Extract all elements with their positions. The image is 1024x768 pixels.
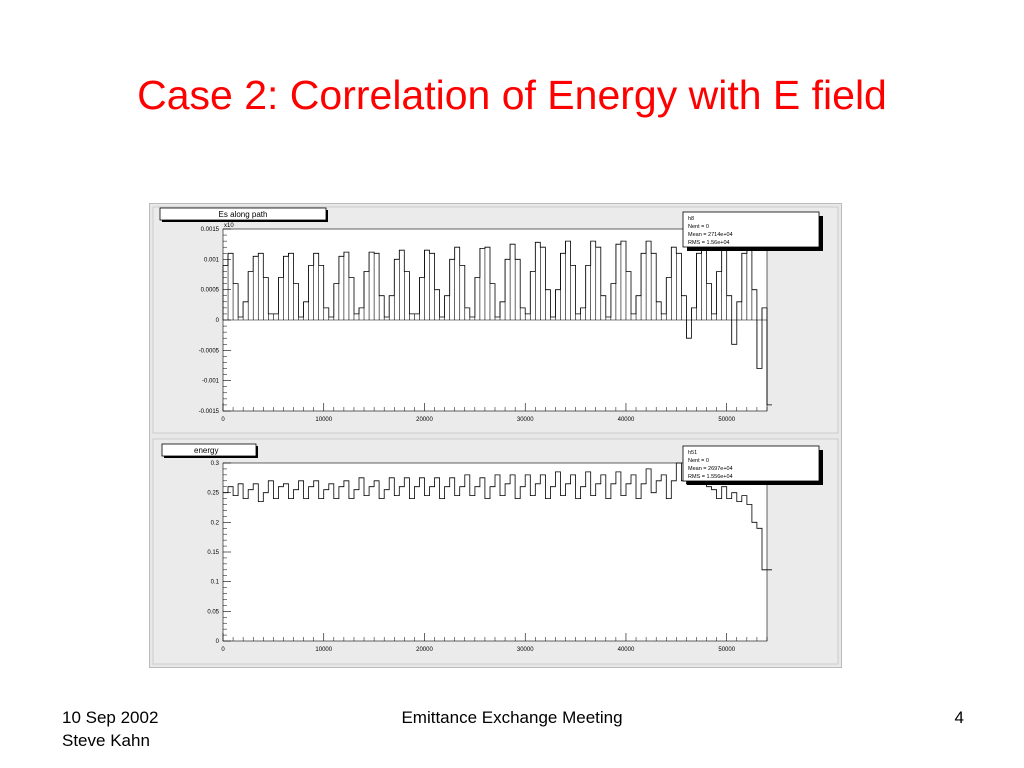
axes: -0.0015 -0.001 -0.0005 0 0.0005 0.001 0.0015 0 1… [199, 227, 768, 423]
series-path [223, 462, 772, 571]
y-tick-label: 0.15 [207, 550, 219, 556]
x-tick-label: 20000 [416, 647, 433, 653]
x-tick-label: 10000 [315, 647, 332, 653]
footer-event: Emittance Exchange Meeting [401, 708, 623, 727]
y-tick-label: -0.0005 [199, 348, 220, 354]
y-tick-label: 0.3 [211, 461, 220, 467]
plot-area [222, 462, 768, 642]
y-tick-label: 0.0005 [201, 288, 220, 294]
x-tick-label: 0 [221, 417, 225, 423]
stats-line-1: h51 [688, 450, 697, 456]
stats-box [682, 211, 820, 248]
y-tick-label: 0.25 [207, 491, 219, 497]
y-tick-label: 0 [216, 639, 220, 645]
exponent-label: x10 [224, 223, 234, 229]
stats-line-1: h8 [688, 216, 694, 222]
title-box [161, 443, 257, 457]
footer-page-number: 4 [954, 708, 964, 727]
panel-es-along-path: -0.0015 -0.001 -0.0005 0 0.0005 0.001 0.0015 0 1… [152, 206, 839, 434]
x-tick-label: 20000 [416, 417, 433, 423]
title-box [159, 207, 327, 221]
x-tick-label: 10000 [315, 417, 332, 423]
footer-date: 10 Sep 2002 [62, 708, 159, 727]
y-tick-label: 0.001 [204, 257, 220, 263]
axes: 0 0.05 0.1 0.15 0.2 0.25 0.3 0 10000 20000 30000 40… [207, 461, 768, 653]
series-line [223, 462, 772, 571]
series-line [222, 240, 772, 406]
y-tick-label: -0.0015 [199, 409, 220, 415]
stats-line-3: Mean = 2697e+04 [688, 466, 733, 472]
chart-title: energy [194, 446, 218, 455]
footer-author: Steve Kahn [62, 731, 150, 750]
slide-title: Case 2: Correlation of Energy with E fie… [137, 72, 887, 118]
chart-title: Es along path [219, 210, 268, 219]
x-tick-label: 40000 [618, 417, 635, 423]
x-tick-label: 30000 [517, 417, 534, 423]
stats-box [682, 445, 820, 482]
y-tick-label: 0.05 [207, 609, 219, 615]
panel-energy: 0 0.05 0.1 0.15 0.2 0.25 0.3 0 10000 20000 30000 40… [152, 438, 839, 665]
stats-line-2: Nent = 0 [688, 458, 709, 464]
stats-line-2: Nent = 0 [688, 224, 709, 230]
y-tick-label: 0.2 [211, 520, 220, 526]
x-tick-label: 50000 [718, 647, 735, 653]
y-tick-label: 0 [216, 318, 220, 324]
figure-canvas: -0.0015 -0.001 -0.0005 0 0.0005 0.001 0.0015 0 1… [149, 203, 842, 668]
x-tick-label: 50000 [718, 417, 735, 423]
x-tick-label: 0 [221, 647, 225, 653]
y-tick-label: 0.1 [211, 580, 220, 586]
stats-line-4: RMS = 1.556e+04 [688, 474, 733, 480]
y-tick-label: -0.001 [202, 379, 220, 385]
stats-line-3: Mean = 2714e+04 [688, 232, 733, 238]
y-tick-label: 0.0015 [201, 227, 220, 233]
stats-line-4: RMS = 1.56e+04 [688, 240, 730, 246]
x-tick-label: 30000 [517, 647, 534, 653]
x-tick-label: 40000 [618, 647, 635, 653]
